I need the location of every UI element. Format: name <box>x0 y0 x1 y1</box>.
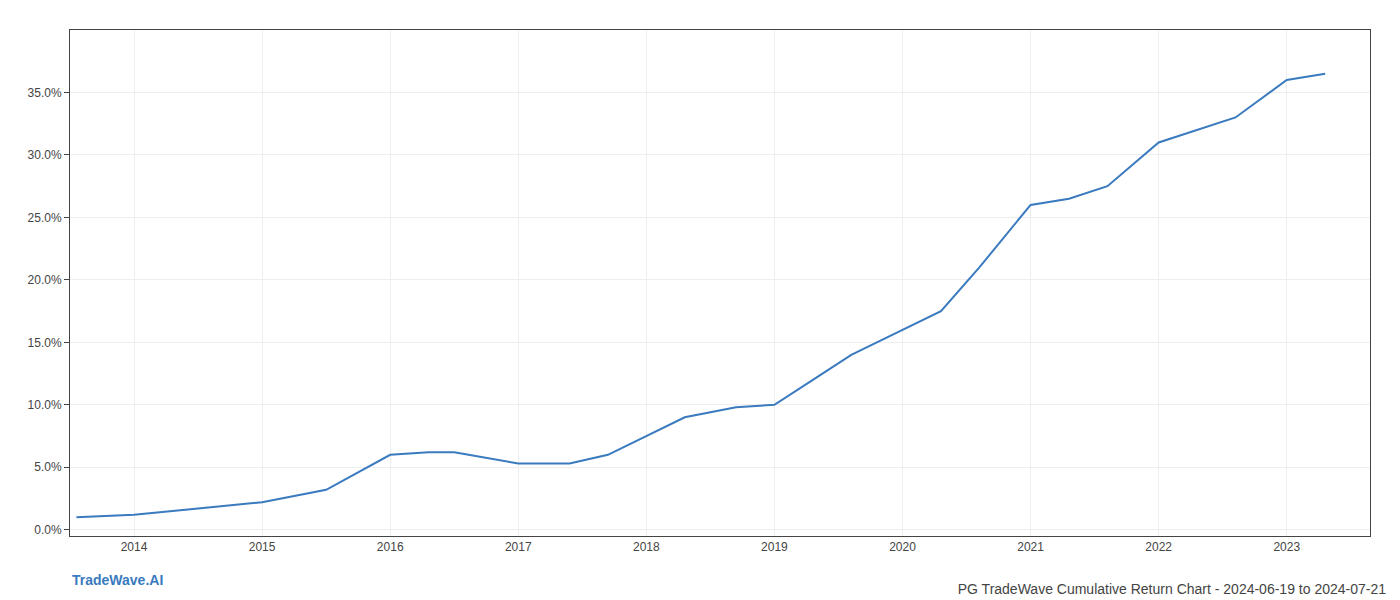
svg-text:2015: 2015 <box>249 540 276 554</box>
svg-text:20.0%: 20.0% <box>28 273 62 287</box>
svg-text:2022: 2022 <box>1145 540 1172 554</box>
svg-text:2019: 2019 <box>761 540 788 554</box>
svg-text:10.0%: 10.0% <box>28 398 62 412</box>
svg-text:2020: 2020 <box>889 540 916 554</box>
svg-text:15.0%: 15.0% <box>28 336 62 350</box>
svg-text:2017: 2017 <box>505 540 532 554</box>
svg-text:35.0%: 35.0% <box>28 86 62 100</box>
svg-text:PG TradeWave Cumulative Return: PG TradeWave Cumulative Return Chart - 2… <box>958 581 1386 597</box>
svg-text:2021: 2021 <box>1017 540 1044 554</box>
svg-text:5.0%: 5.0% <box>34 460 62 474</box>
svg-text:30.0%: 30.0% <box>28 148 62 162</box>
svg-text:2018: 2018 <box>633 540 660 554</box>
svg-text:TradeWave.AI: TradeWave.AI <box>72 572 163 588</box>
svg-text:2016: 2016 <box>377 540 404 554</box>
svg-text:2014: 2014 <box>121 540 148 554</box>
svg-text:25.0%: 25.0% <box>28 211 62 225</box>
svg-text:0.0%: 0.0% <box>34 523 62 537</box>
svg-text:2023: 2023 <box>1273 540 1300 554</box>
